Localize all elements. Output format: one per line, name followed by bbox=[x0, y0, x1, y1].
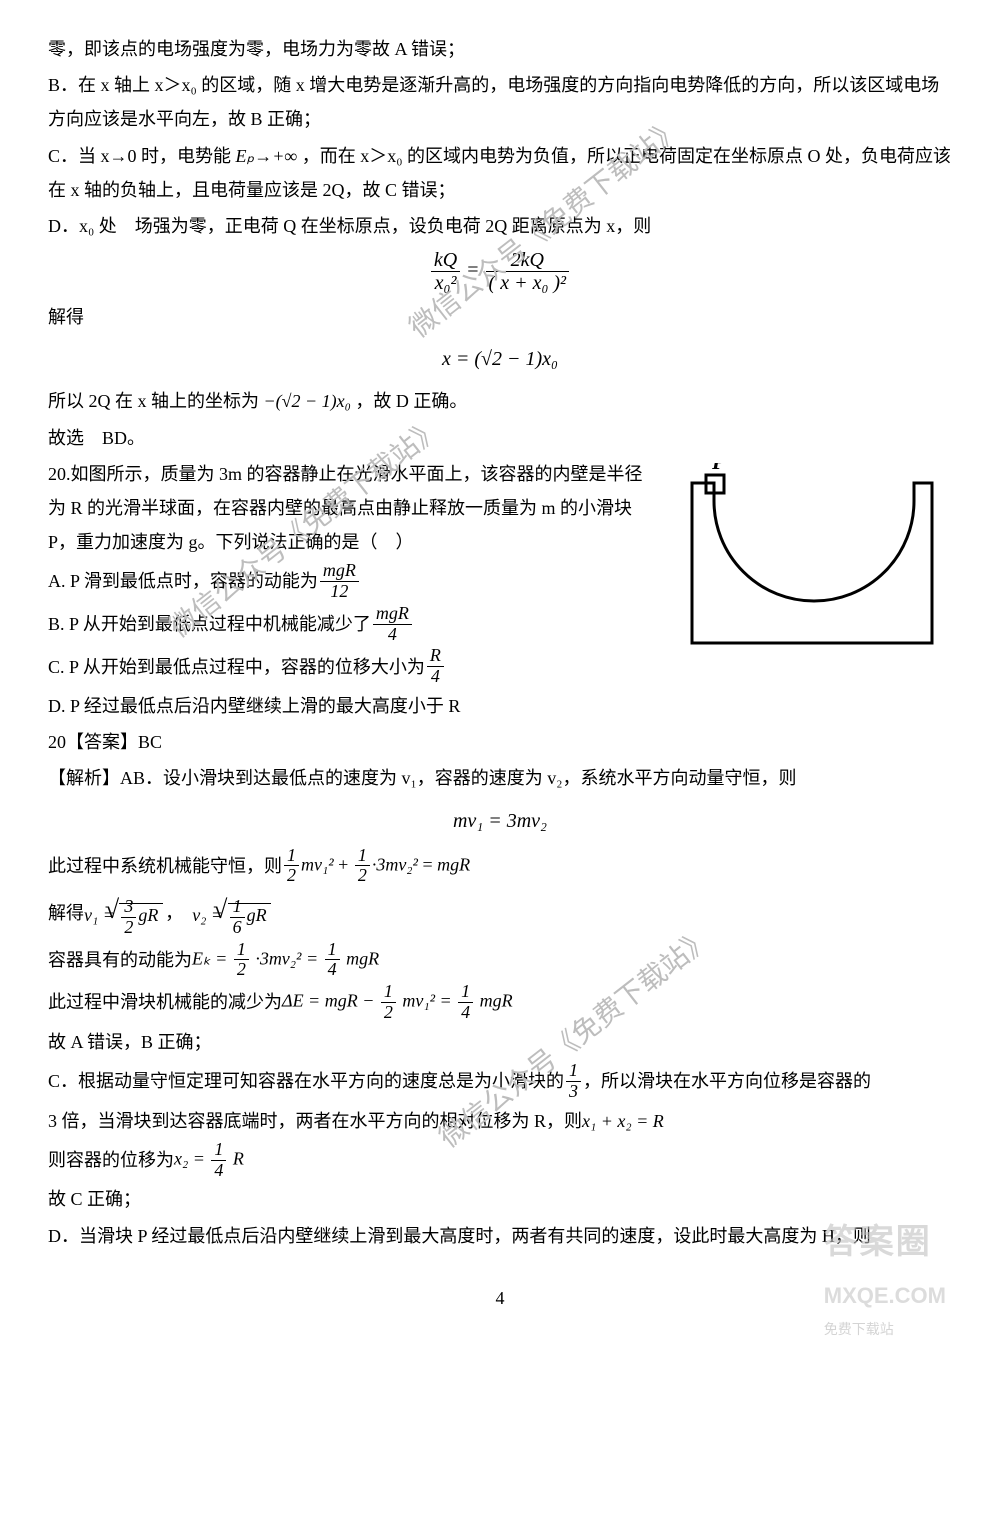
optA-text: A. P 滑到最低点时，容器的动能为 bbox=[48, 564, 318, 598]
R4-num: R bbox=[427, 646, 444, 667]
R4-den: 4 bbox=[427, 667, 444, 687]
fA-numR: 2kQ bbox=[486, 249, 570, 272]
para-4: D．x₀ 处 场强为零，正电荷 Q 在坐标原点，设负电荷 2Q 距离原点为 x，… bbox=[48, 209, 952, 243]
para-C2: 3 倍，当滑块到达容器底端时，两者在水平方向的相对位移为 R，则 x₁ + x₂… bbox=[48, 1104, 952, 1138]
option-D: D. P 经过最低点后沿内壁继续上滑的最大高度小于 R bbox=[48, 689, 952, 723]
page-wrap: 微信公众号《免费下载站》 微信公众号《免费下载站》 微信公众号《免费下载站》 零… bbox=[48, 32, 952, 1315]
pC-text: C．根据动量守恒定理可知容器在水平方向的速度总是为小滑块的 bbox=[48, 1064, 564, 1098]
pC3-text: 则容器的位移为 bbox=[48, 1143, 174, 1177]
para-6: 所以 2Q 在 x 轴上的坐标为 −(√2 − 1)x₀ ，故 D 正确。 bbox=[48, 384, 952, 418]
optB-text: B. P 从开始到最低点过程中机械能减少了 bbox=[48, 607, 371, 641]
para-10-text: 容器具有的动能为 bbox=[48, 943, 192, 977]
para-C4: 故 C 正确； bbox=[48, 1182, 952, 1216]
label-P: P bbox=[711, 463, 726, 474]
para-9a: 解得 bbox=[48, 896, 84, 930]
para-6b: ，故 D 正确。 bbox=[355, 391, 467, 411]
answer-20: 20【答案】BC bbox=[48, 725, 952, 759]
mgR12-den: 12 bbox=[320, 582, 359, 602]
optC-text: C. P 从开始到最低点过程中，容器的位移大小为 bbox=[48, 650, 425, 684]
para-2: B．在 x 轴上 x＞x₀ 的区域，随 x 增大电势是逐渐升高的，电场强度的方向… bbox=[48, 68, 952, 136]
para-3a: C．当 x→0 时，电势能 bbox=[48, 146, 236, 166]
option-B: B. P 从开始到最低点过程中机械能减少了 mgR4 bbox=[48, 604, 654, 645]
page-number: 4 bbox=[48, 1281, 952, 1315]
para-9b: ， bbox=[147, 896, 192, 930]
formula-A: kQx₀² = 2kQ( x + x₀ )² bbox=[48, 249, 952, 294]
hemisphere-figure: P bbox=[672, 463, 952, 653]
footer-tag: 免费下载站 bbox=[824, 1316, 946, 1343]
x1x2: x₁ + x₂ = R bbox=[582, 1104, 664, 1138]
option-C: C. P 从开始到最低点过程中，容器的位移大小为 R4 bbox=[48, 646, 654, 687]
para-C3: 则容器的位移为 x₂ = 14 R bbox=[48, 1140, 952, 1181]
mgR4-den: 4 bbox=[373, 625, 412, 645]
para-8: 此过程中系统机械能守恒，则 12mv₁² + 12·3mv₂² = mgR bbox=[48, 846, 952, 887]
fA-numL: kQ bbox=[431, 249, 460, 272]
mgR12-num: mgR bbox=[320, 561, 359, 582]
explain-AB: 【解析】AB．设小滑块到达最低点的速度为 v₁，容器的速度为 v₂，系统水平方向… bbox=[48, 761, 952, 795]
para-11-text: 此过程中滑块机械能的减少为 bbox=[48, 985, 282, 1019]
formula-mv: mv₁ = 3mv₂ bbox=[48, 802, 952, 840]
para-10: 容器具有的动能为 Eₖ = 12 ·3mv₂² = 14 mgR bbox=[48, 940, 952, 981]
para-12: 故 A 错误，B 正确； bbox=[48, 1025, 952, 1059]
para-1: 零，即该点的电场强度为零，电场力为零故 A 错误； bbox=[48, 32, 952, 66]
para-D: D．当滑块 P 经过最低点后沿内壁继续上滑到最大高度时，两者有共同的速度，设此时… bbox=[48, 1219, 952, 1253]
fA-denL: x₀² bbox=[431, 272, 460, 294]
para-11: 此过程中滑块机械能的减少为 ΔE = mgR − 12 mv₁² = 14 mg… bbox=[48, 982, 952, 1023]
pC-end: ，所以滑块在水平方向位移是容器的 bbox=[583, 1064, 871, 1098]
para-9: 解得 v₁ = 32gR √ ， v₂ = 16gR √ bbox=[48, 888, 952, 937]
para-3: C．当 x→0 时，电势能 Eₚ→+∞ ，而在 x＞x₀ 的区域内电势为负值，所… bbox=[48, 139, 952, 207]
para-5: 解得 bbox=[48, 300, 952, 334]
figure-container: P bbox=[672, 463, 952, 664]
mgR4-num: mgR bbox=[373, 604, 412, 625]
para-7: 故选 BD。 bbox=[48, 421, 952, 455]
para-6a: 所以 2Q 在 x 轴上的坐标为 bbox=[48, 391, 264, 411]
formula-solveX: x = (√2 − 1)x₀ bbox=[48, 340, 952, 378]
option-A: A. P 滑到最低点时，容器的动能为 mgR12 bbox=[48, 561, 654, 602]
coord-2Q: −(√2 − 1)x₀ bbox=[264, 391, 351, 411]
para-3b: Eₚ→+∞ bbox=[236, 146, 298, 166]
para-C: C．根据动量守恒定理可知容器在水平方向的速度总是为小滑块的 13 ，所以滑块在水… bbox=[48, 1061, 952, 1102]
para-8-text: 此过程中系统机械能守恒，则 bbox=[48, 849, 282, 883]
pC2-text: 3 倍，当滑块到达容器底端时，两者在水平方向的相对位移为 R，则 bbox=[48, 1104, 582, 1138]
fA-denR: ( x + x₀ )² bbox=[486, 272, 570, 294]
